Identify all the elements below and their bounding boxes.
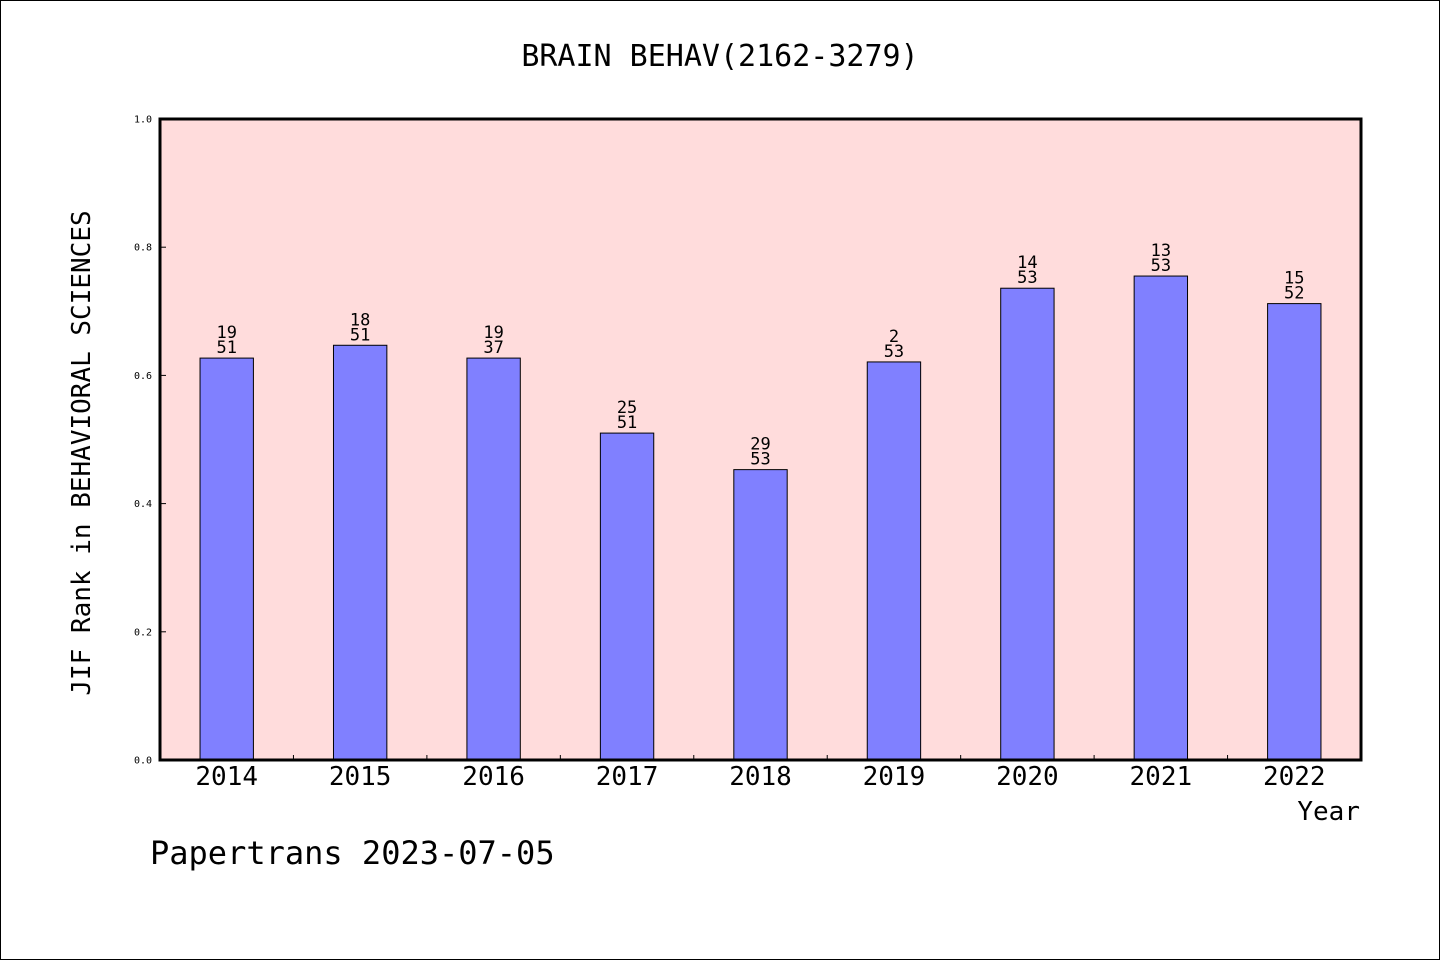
x-tick-label-2020: 2020 (996, 762, 1059, 792)
bars-group (199, 275, 1322, 761)
y-tick-label: 1.0 (134, 115, 152, 126)
data-label-rank-2016: 19 (483, 323, 503, 343)
y-tick-label: 0.0 (134, 756, 152, 767)
axes-group: 2014 2015 2016 2017 2018 2019 2020 2021 2022 0.0 0… (134, 115, 1326, 793)
x-tick-label-2021: 2021 (1130, 762, 1193, 792)
data-label-rank-2017: 25 (617, 398, 637, 418)
data-label-rank-2020: 14 (1017, 253, 1037, 273)
y-tick-label: 0.6 (134, 371, 152, 382)
data-label-total-2014: 51 (216, 338, 236, 358)
data-label-total-2017: 51 (617, 413, 637, 433)
plot-border (158, 117, 1363, 762)
bar-2020 (1000, 287, 1055, 761)
data-label-rank-2022: 15 (1284, 269, 1304, 289)
bar-2022 (1267, 303, 1322, 761)
x-tick-label-2016: 2016 (462, 762, 525, 792)
x-axis-label: Year (1297, 797, 1360, 827)
data-label-total-2020: 53 (1017, 268, 1037, 288)
bar-2016 (466, 357, 521, 761)
footer-text: Papertrans 2023-07-05 (150, 834, 555, 872)
chart-title: BRAIN BEHAV(2162-3279) (521, 39, 918, 74)
data-label-total-2016: 37 (483, 338, 503, 358)
data-label-rank-2014: 19 (216, 323, 236, 343)
x-tick-label-2022: 2022 (1263, 762, 1326, 792)
x-tick-label-2015: 2015 (329, 762, 392, 792)
data-label-rank-2015: 18 (350, 310, 370, 330)
data-label-rank-2018: 29 (750, 435, 770, 455)
data-label-total-2015: 51 (350, 325, 370, 345)
bar-2017 (599, 432, 655, 761)
y-axis-label: JIF Rank in BEHAVIORAL SCIENCES (67, 210, 97, 695)
x-tick-label-2017: 2017 (596, 762, 659, 792)
data-label-total-2018: 53 (750, 450, 770, 470)
bar-2021 (1133, 275, 1189, 761)
x-tick-label-2014: 2014 (195, 762, 258, 792)
data-label-total-2022: 52 (1284, 284, 1304, 304)
y-tick-label: 0.4 (134, 499, 152, 510)
bar-2014 (199, 357, 254, 761)
data-label-total-2019: 53 (884, 342, 904, 362)
data-label-rank-2019: 2 (889, 327, 899, 347)
data-label-rank-2021: 13 (1151, 241, 1171, 261)
x-tick-label-2019: 2019 (863, 762, 926, 792)
x-tick-label-2018: 2018 (729, 762, 792, 792)
bar-2019 (866, 361, 922, 761)
y-tick-label: 0.2 (134, 627, 152, 638)
bar-2018 (733, 469, 788, 761)
data-label-total-2021: 53 (1151, 256, 1171, 276)
bar-2015 (332, 344, 388, 761)
y-tick-label: 0.8 (134, 243, 152, 254)
